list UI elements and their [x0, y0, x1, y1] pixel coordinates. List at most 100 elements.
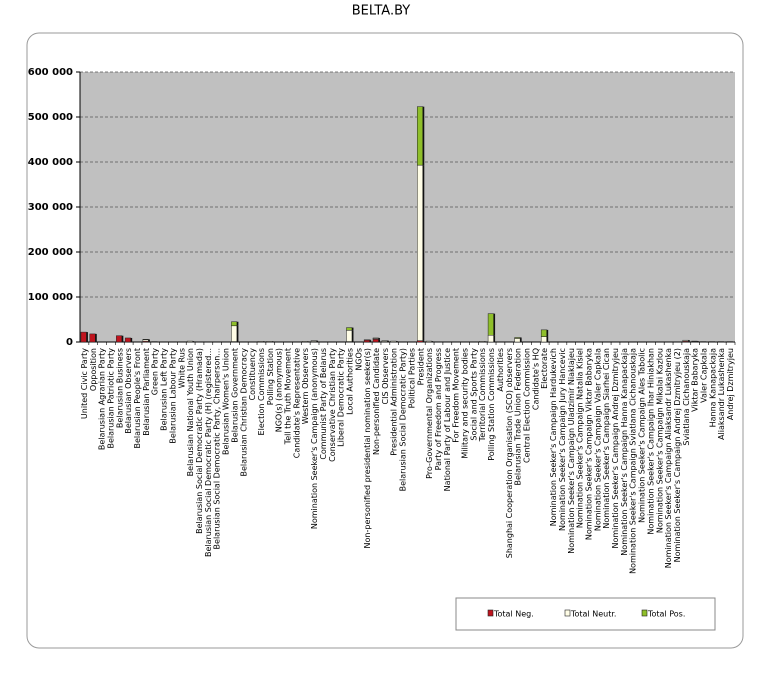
x-tick-label: Presidential Administration: [390, 348, 399, 456]
bar-shadow: [263, 341, 265, 342]
x-tick-label: Nomination Seeker's Campaign (anonymous): [310, 348, 319, 529]
x-tick-label: Viktar Babaryka: [691, 348, 700, 412]
y-tick-label: 200 000: [28, 247, 73, 258]
bar-shadow: [520, 338, 522, 342]
x-tick-label: Belarusian Social Democratic Party): [399, 348, 408, 491]
bar-shadow: [396, 341, 398, 342]
x-tick-label: White Rus: [177, 348, 186, 388]
bar-segment: [425, 340, 432, 343]
bar-segment: [346, 330, 353, 342]
bar-segment: [417, 164, 424, 341]
x-tick-label: NGO(s) (anonymous): [275, 348, 284, 432]
x-tick-label: National Party of Labour and Justice: [443, 348, 452, 491]
x-tick-label: Non-personified presidential nomination …: [363, 348, 372, 548]
bar-segment: [381, 340, 388, 342]
x-tick-label: Belarusian People's Front: [133, 348, 142, 449]
x-tick-label: Electorate: [540, 348, 549, 389]
bar-shadow: [369, 340, 372, 342]
bar-segment: [124, 337, 131, 343]
x-tick-label: Nomination Seeker's Campaign Ales Taboli…: [638, 348, 647, 523]
x-tick-label: Tell the Truth Movement: [284, 348, 293, 445]
x-tick-label: Belarusian Government: [230, 348, 239, 443]
bar-shadow: [316, 340, 319, 342]
x-tick-label: Polling Station: [266, 348, 275, 405]
bar-shadow: [493, 335, 496, 342]
x-tick-label: Nomination Seeker's Campaign Andrej Dzmi…: [673, 348, 682, 562]
x-tick-label: Nomination Seeker's Campaign Mikalai Kaz…: [655, 348, 664, 533]
chart-title: BELTA.BY: [352, 4, 411, 19]
legend-label: Total Pos.: [647, 610, 685, 619]
x-tick-label: Nomination Seeker's Campaign Siarhei Cic…: [602, 348, 611, 529]
x-tick-label: Political Parties: [407, 348, 416, 408]
x-tick-label: For Freedom Movement: [452, 348, 461, 443]
bar-segment: [89, 333, 96, 343]
x-tick-label: Nomination Seeker's Campaign Andrej Dzmi…: [611, 348, 620, 548]
x-tick-label: Sviatlana Cichanouskaja: [682, 348, 691, 446]
bar-shadow: [121, 335, 124, 342]
bar-shadow: [688, 340, 690, 342]
bar-shadow: [431, 341, 434, 342]
bar-segment: [257, 341, 264, 343]
x-tick-label: NGOs: [354, 348, 363, 371]
bar-segment: [363, 339, 370, 343]
x-tick-label: Belarusian Christian Democracy: [239, 348, 248, 477]
x-tick-label: Nomination Seeker's Campaign Hardukevich: [549, 348, 558, 526]
bar-segment: [478, 341, 485, 343]
x-tick-label: Military and security bodies: [461, 348, 470, 459]
bar-shadow: [272, 341, 274, 342]
x-tick-label: Candidate's Representative: [292, 348, 301, 458]
bar-shadow: [378, 338, 381, 340]
x-tick-label: Belarusian Observers: [124, 348, 133, 434]
bar-shadow: [688, 341, 690, 342]
x-tick-label: President: [416, 348, 425, 385]
bar-segment: [487, 335, 494, 343]
bar-shadow: [130, 337, 133, 342]
bar-segment: [310, 340, 317, 342]
x-tick-label: Nomination Seeker's Campaign Aliaksandr …: [664, 348, 673, 568]
bar-segment: [346, 327, 353, 331]
x-tick-label: Nomination Seeker's Campaign Natalia Kis…: [576, 348, 585, 528]
x-tick-label: Belarusian Social Democratic Party (Hram…: [195, 348, 204, 534]
x-tick-label: Nomination Seeker's Campaign Valer Capka…: [593, 348, 602, 531]
bar-shadow: [493, 313, 496, 336]
legend-box: [455, 597, 716, 631]
legend-label: Total Neutr.: [570, 610, 616, 619]
x-tick-label: Belarusian Business: [115, 348, 124, 428]
x-tick-label: Belarusian National Youth Union: [186, 348, 195, 476]
x-tick-label: Belarusian Social Democratic Party, Chai…: [213, 348, 222, 549]
bar-segment: [231, 325, 238, 342]
bar-segment: [186, 340, 193, 343]
x-tick-label: Nomination Seeker's Campaign Hanna Kanap…: [620, 348, 629, 556]
x-tick-label: Central Election Commission: [522, 348, 531, 463]
bar-segment: [417, 106, 424, 166]
bar-segment: [514, 337, 521, 339]
bar-shadow: [148, 341, 150, 342]
x-tick-label: CIS Observers: [381, 348, 390, 404]
bar-segment: [540, 329, 547, 337]
x-tick-label: Local Authorities: [345, 348, 354, 415]
x-tick-label: Western Observers: [301, 348, 310, 424]
bar-segment: [540, 336, 547, 343]
x-tick-label: Liberal Democratic Party: [337, 348, 346, 447]
legend-label: Total Neg.: [493, 610, 534, 619]
bar-shadow: [236, 321, 239, 326]
bar-shadow: [236, 325, 239, 342]
legend-swatch: [564, 609, 571, 617]
x-tick-label: Constituency: [248, 348, 257, 401]
legend-swatch: [487, 609, 494, 617]
y-tick-label: 400 000: [28, 157, 73, 168]
y-tick-label: 600 000: [28, 67, 73, 78]
x-tick-label: Nomination Seeker's Campaign Sviatlana C…: [629, 348, 638, 574]
x-tick-label: Belarusian Agrarian Party: [98, 348, 107, 450]
bar-shadow: [148, 339, 150, 342]
x-tick-label: Aliaksandr Lukashenka: [717, 348, 726, 440]
x-tick-label: Non-personified Candidate: [372, 348, 381, 455]
x-tick-label: Andrej Dzmitryjeu: [726, 348, 735, 420]
bar-shadow: [546, 336, 549, 342]
x-tick-label: Belarusian Parliament: [142, 348, 151, 436]
x-tick-label: Polling Station Commissions: [487, 348, 496, 461]
x-tick-label: United Civic Party: [80, 348, 89, 419]
x-tick-label: Belarusian Trade Union Federation: [514, 348, 523, 486]
bar-shadow: [351, 327, 354, 331]
